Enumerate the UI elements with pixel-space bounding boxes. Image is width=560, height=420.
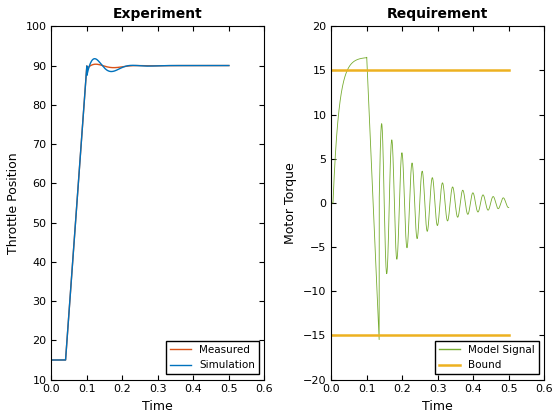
Title: Experiment: Experiment	[113, 7, 203, 21]
Legend: Model Signal, Bound: Model Signal, Bound	[435, 341, 539, 375]
Legend: Measured, Simulation: Measured, Simulation	[166, 341, 259, 375]
X-axis label: Time: Time	[422, 400, 453, 413]
Y-axis label: Throttle Position: Throttle Position	[7, 152, 20, 254]
Y-axis label: Motor Torque: Motor Torque	[284, 162, 297, 244]
X-axis label: Time: Time	[142, 400, 173, 413]
Title: Requirement: Requirement	[387, 7, 488, 21]
